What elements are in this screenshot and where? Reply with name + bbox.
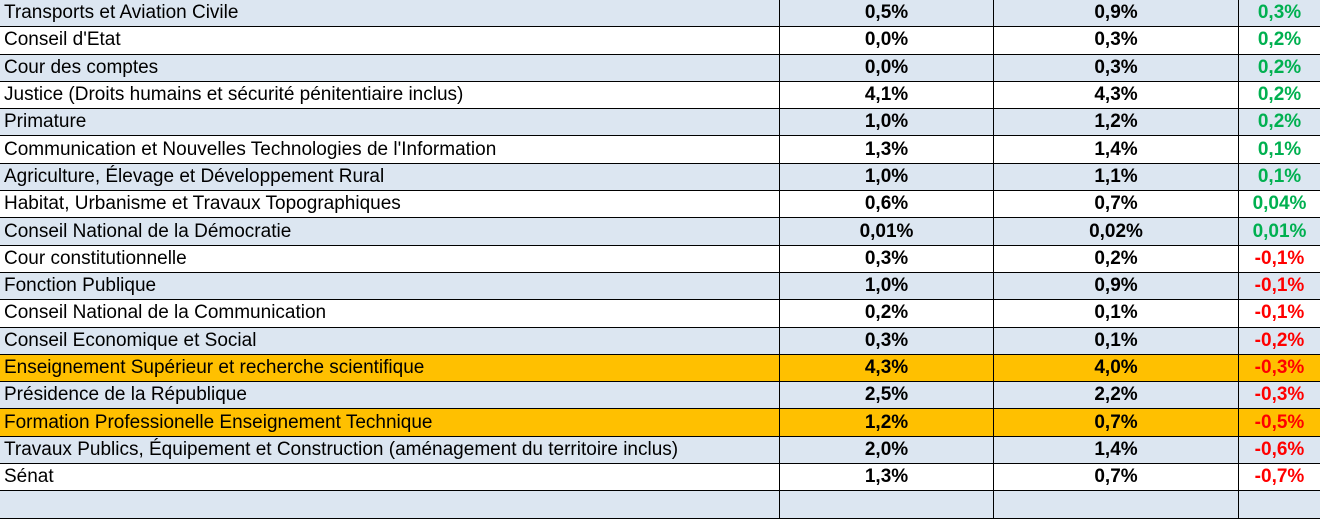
table-row: Travaux Publics, Équipement et Construct… (0, 436, 1320, 463)
share-value-2-cell[interactable]: 1,1% (994, 163, 1239, 190)
ministry-name-cell[interactable]: Formation Professionelle Enseignement Te… (0, 409, 780, 436)
share-value-2-cell[interactable] (994, 491, 1239, 518)
ministry-name-cell[interactable]: Présidence de la République (0, 382, 780, 409)
ministry-name-cell[interactable]: Travaux Publics, Équipement et Construct… (0, 436, 780, 463)
share-value-1-cell[interactable]: 2,0% (780, 436, 994, 463)
ministry-name-cell[interactable]: Transports et Aviation Civile (0, 0, 780, 27)
share-value-1-cell[interactable]: 4,3% (780, 354, 994, 381)
share-difference-cell[interactable] (1239, 491, 1320, 518)
share-value-1-cell[interactable]: 0,0% (780, 27, 994, 54)
share-value-2-cell[interactable]: 1,2% (994, 109, 1239, 136)
ministry-name-cell[interactable]: Communication et Nouvelles Technologies … (0, 136, 780, 163)
share-value-2-cell[interactable]: 2,2% (994, 382, 1239, 409)
ministry-name-cell[interactable]: Agriculture, Élevage et Développement Ru… (0, 163, 780, 190)
share-value-2-cell[interactable]: 1,4% (994, 436, 1239, 463)
share-value-2-cell[interactable]: 4,0% (994, 354, 1239, 381)
share-value-2-cell[interactable]: 0,7% (994, 409, 1239, 436)
ministry-name-cell[interactable]: Sénat (0, 464, 780, 491)
share-value-2-cell[interactable]: 0,7% (994, 464, 1239, 491)
share-value-1-cell[interactable]: 2,5% (780, 382, 994, 409)
ministry-name-cell[interactable]: Conseil National de la Communication (0, 300, 780, 327)
share-difference-cell[interactable]: 0,1% (1239, 136, 1320, 163)
share-difference-cell[interactable]: 0,3% (1239, 0, 1320, 27)
share-difference-cell[interactable]: -0,1% (1239, 245, 1320, 272)
ministry-name-cell[interactable]: Fonction Publique (0, 272, 780, 299)
share-difference-cell[interactable]: 0,1% (1239, 163, 1320, 190)
share-value-1-cell[interactable]: 0,3% (780, 245, 994, 272)
share-value-2-cell[interactable]: 0,7% (994, 191, 1239, 218)
share-difference-cell[interactable]: 0,2% (1239, 54, 1320, 81)
table-row: Habitat, Urbanisme et Travaux Topographi… (0, 191, 1320, 218)
ministry-name-cell[interactable]: Conseil National de la Démocratie (0, 218, 780, 245)
ministry-name-cell[interactable]: Conseil d'Etat (0, 27, 780, 54)
ministry-name-cell[interactable]: Cour constitutionnelle (0, 245, 780, 272)
table-row: Enseignement Supérieur et recherche scie… (0, 354, 1320, 381)
share-value-1-cell[interactable]: 1,2% (780, 409, 994, 436)
share-value-2-cell[interactable]: 1,4% (994, 136, 1239, 163)
share-value-2-cell[interactable]: 0,1% (994, 300, 1239, 327)
share-difference-cell[interactable]: 0,2% (1239, 109, 1320, 136)
ministry-name-cell[interactable] (0, 491, 780, 518)
share-value-1-cell[interactable]: 0,0% (780, 54, 994, 81)
share-value-1-cell[interactable]: 1,3% (780, 136, 994, 163)
share-difference-cell[interactable]: -0,7% (1239, 464, 1320, 491)
share-value-2-cell[interactable]: 0,1% (994, 327, 1239, 354)
share-difference-cell[interactable]: -0,2% (1239, 327, 1320, 354)
table-row: Justice (Droits humains et sécurité péni… (0, 81, 1320, 108)
share-value-1-cell[interactable]: 1,0% (780, 109, 994, 136)
share-difference-cell[interactable]: -0,3% (1239, 354, 1320, 381)
share-value-1-cell[interactable]: 1,0% (780, 163, 994, 190)
share-value-2-cell[interactable]: 0,02% (994, 218, 1239, 245)
share-difference-cell[interactable]: -0,5% (1239, 409, 1320, 436)
ministry-name-cell[interactable]: Justice (Droits humains et sécurité péni… (0, 81, 780, 108)
share-difference-cell[interactable]: -0,1% (1239, 272, 1320, 299)
ministry-name-cell[interactable]: Habitat, Urbanisme et Travaux Topographi… (0, 191, 780, 218)
share-value-2-cell[interactable]: 4,3% (994, 81, 1239, 108)
share-difference-cell[interactable]: 0,2% (1239, 81, 1320, 108)
share-value-1-cell[interactable]: 0,2% (780, 300, 994, 327)
share-value-2-cell[interactable]: 0,9% (994, 0, 1239, 27)
share-value-1-cell[interactable]: 0,01% (780, 218, 994, 245)
share-value-2-cell[interactable]: 0,3% (994, 27, 1239, 54)
share-difference-cell[interactable]: 0,01% (1239, 218, 1320, 245)
share-difference-cell[interactable]: -0,6% (1239, 436, 1320, 463)
share-value-2-cell[interactable]: 0,3% (994, 54, 1239, 81)
share-value-2-cell[interactable]: 0,2% (994, 245, 1239, 272)
ministry-name-cell[interactable]: Enseignement Supérieur et recherche scie… (0, 354, 780, 381)
share-value-1-cell[interactable] (780, 491, 994, 518)
table-row (0, 491, 1320, 518)
share-value-1-cell[interactable]: 0,6% (780, 191, 994, 218)
share-value-2-cell[interactable]: 0,9% (994, 272, 1239, 299)
ministry-name-cell[interactable]: Conseil Economique et Social (0, 327, 780, 354)
share-value-1-cell[interactable]: 4,1% (780, 81, 994, 108)
share-value-1-cell[interactable]: 0,3% (780, 327, 994, 354)
ministry-name-cell[interactable]: Cour des comptes (0, 54, 780, 81)
share-value-1-cell[interactable]: 1,0% (780, 272, 994, 299)
ministry-name-cell[interactable]: Primature (0, 109, 780, 136)
share-difference-cell[interactable]: -0,1% (1239, 300, 1320, 327)
share-difference-cell[interactable]: 0,04% (1239, 191, 1320, 218)
table-row: Communication et Nouvelles Technologies … (0, 136, 1320, 163)
share-value-1-cell[interactable]: 0,5% (780, 0, 994, 27)
share-difference-cell[interactable]: -0,3% (1239, 382, 1320, 409)
share-difference-cell[interactable]: 0,2% (1239, 27, 1320, 54)
share-value-1-cell[interactable]: 1,3% (780, 464, 994, 491)
table-row: Formation Professionelle Enseignement Te… (0, 409, 1320, 436)
table-row: Agriculture, Élevage et Développement Ru… (0, 163, 1320, 190)
